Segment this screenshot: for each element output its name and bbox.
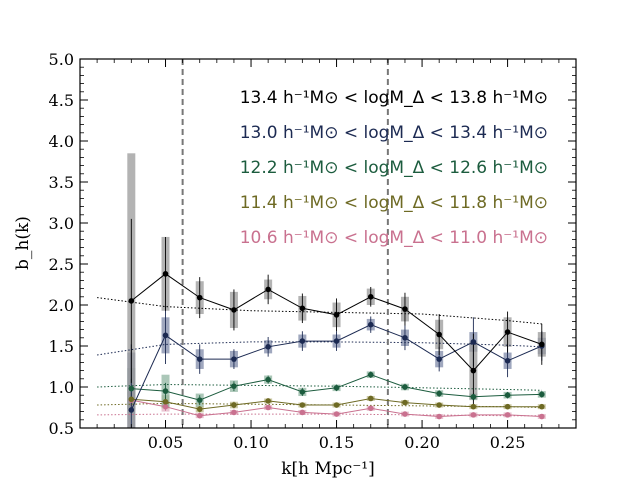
data-point — [402, 306, 408, 312]
data-point — [265, 398, 271, 404]
y-tick-label: 1.0 — [49, 378, 74, 397]
data-point — [196, 406, 203, 412]
data-point — [333, 385, 340, 391]
data-point — [402, 399, 408, 406]
x-tick-label: 0.05 — [148, 433, 184, 452]
data-point — [367, 405, 374, 412]
data-points — [128, 271, 545, 420]
data-point — [231, 383, 237, 389]
data-point — [504, 403, 511, 410]
data-point — [436, 356, 442, 362]
data-point — [538, 403, 545, 410]
x-tick-label: 0.25 — [490, 433, 526, 452]
data-point — [162, 271, 169, 277]
data-point — [538, 341, 545, 348]
data-point — [470, 339, 477, 345]
data-point — [265, 286, 271, 293]
data-point — [299, 402, 306, 408]
y-tick-label: 1.5 — [49, 337, 74, 356]
data-point — [367, 395, 374, 402]
data-point — [231, 356, 237, 362]
data-point — [470, 412, 477, 418]
data-point — [367, 371, 374, 378]
legend: 13.4 h⁻¹M⊙ < logM_Δ < 13.8 h⁻¹M⊙ 13.0 h⁻¹… — [240, 88, 548, 248]
data-point — [128, 396, 135, 403]
data-point — [196, 356, 203, 362]
legend-entry: 13.4 h⁻¹M⊙ < logM_Δ < 13.8 h⁻¹M⊙ — [240, 88, 548, 108]
y-tick-label: 0.5 — [49, 419, 74, 438]
y-tick-label: 3.5 — [49, 173, 74, 192]
data-point — [436, 331, 442, 338]
data-point — [436, 413, 442, 420]
data-point — [538, 413, 545, 420]
x-tick-label: 0.15 — [319, 433, 355, 452]
data-point — [504, 357, 511, 364]
data-point — [402, 335, 408, 341]
y-axis-label: b_h(k) — [13, 216, 33, 270]
y-tick-label: 5.0 — [49, 50, 74, 69]
x-tick-label: 0.20 — [404, 433, 440, 452]
data-point — [470, 394, 477, 400]
axes: 0.05 0.10 0.15 0.20 0.25 0.5 1.0 1.5 2.0 2.5 3.0 3.… — [49, 50, 577, 452]
data-point — [128, 298, 135, 304]
data-point — [299, 389, 306, 395]
x-axis-label: k[h Mpc⁻¹] — [281, 459, 375, 479]
x-tick-label: 0.10 — [233, 433, 269, 452]
data-point — [402, 411, 408, 417]
data-point — [333, 411, 340, 417]
legend-entry: 11.4 h⁻¹M⊙ < logM_Δ < 11.8 h⁻¹M⊙ — [240, 193, 548, 213]
data-point — [367, 321, 374, 328]
data-point — [196, 412, 203, 419]
data-point — [470, 367, 477, 374]
data-point — [436, 402, 442, 408]
data-point — [504, 329, 511, 335]
data-point — [470, 403, 477, 410]
data-point — [162, 398, 169, 405]
data-point — [162, 388, 169, 394]
data-point — [162, 332, 169, 339]
y-tick-label: 2.0 — [49, 296, 74, 315]
data-point — [265, 376, 271, 383]
legend-entry: 12.2 h⁻¹M⊙ < logM_Δ < 12.6 h⁻¹M⊙ — [240, 158, 548, 178]
data-point — [128, 385, 135, 392]
data-point — [162, 403, 169, 410]
y-tick-label: 4.5 — [49, 91, 74, 110]
data-point — [538, 391, 545, 398]
data-point — [231, 307, 237, 313]
data-point — [333, 312, 340, 318]
plot-frame — [79, 58, 577, 429]
data-point — [402, 384, 408, 390]
data-point — [504, 392, 511, 399]
data-point — [504, 412, 511, 418]
data-point — [299, 338, 306, 344]
y-tick-label: 3.0 — [49, 214, 74, 233]
scale-cut-lines — [181, 59, 389, 428]
data-point — [436, 390, 442, 397]
y-tick-label: 2.5 — [49, 255, 74, 274]
data-point — [231, 402, 237, 408]
data-point — [299, 305, 306, 312]
data-point — [265, 344, 271, 350]
theory-curve — [97, 383, 542, 391]
data-point — [333, 402, 340, 408]
data-point — [333, 338, 340, 344]
data-point — [196, 397, 203, 403]
legend-entry: 10.6 h⁻¹M⊙ < logM_Δ < 11.0 h⁻¹M⊙ — [240, 228, 548, 248]
data-point — [231, 409, 237, 416]
data-point — [299, 409, 306, 416]
data-point — [367, 294, 374, 300]
legend-entry: 13.0 h⁻¹M⊙ < logM_Δ < 13.4 h⁻¹M⊙ — [240, 123, 548, 143]
y-tick-label: 4.0 — [49, 132, 74, 151]
data-point — [196, 294, 203, 301]
data-point — [128, 407, 135, 413]
data-point — [265, 404, 271, 411]
